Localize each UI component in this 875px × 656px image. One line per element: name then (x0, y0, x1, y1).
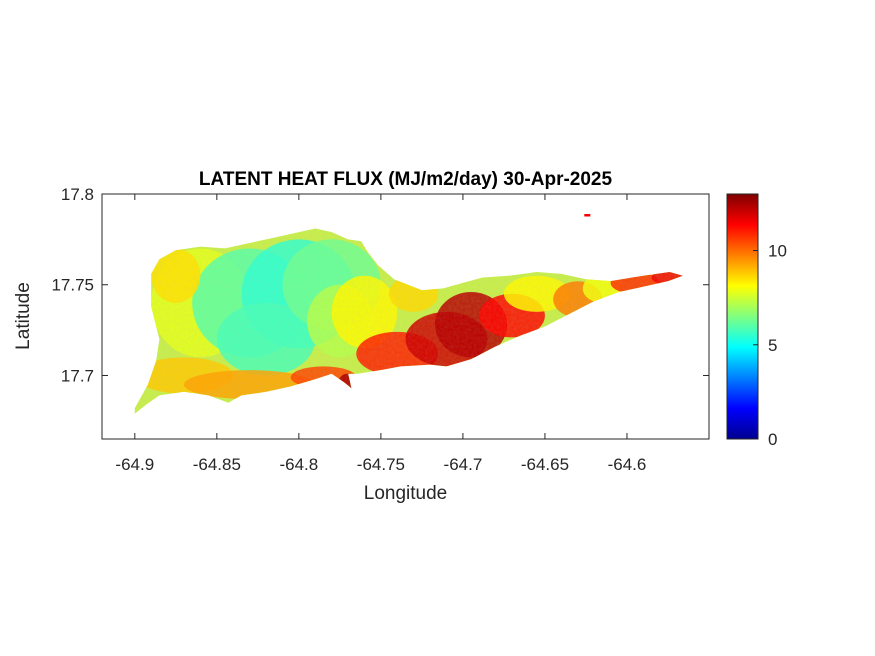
y-tick-label: 17.8 (61, 185, 94, 204)
chart-title: LATENT HEAT FLUX (MJ/m2/day) 30-Apr-2025 (199, 169, 613, 190)
colorbar-tick-label: 0 (768, 430, 777, 449)
x-tick-label: -64.65 (521, 455, 569, 474)
x-tick-label: -64.6 (608, 455, 647, 474)
x-tick-label: -64.75 (357, 455, 405, 474)
y-tick-label: 17.75 (51, 276, 94, 295)
x-axis: -64.9 -64.85 -64.8 -64.75 -64.7 -64.65 -64.6 (115, 194, 646, 474)
x-axis-label: Longitude (364, 483, 447, 504)
x-tick-label: -64.7 (444, 455, 483, 474)
plot-frame (101, 193, 710, 440)
colorbar-tick-label: 5 (768, 336, 777, 355)
x-tick-label: -64.9 (115, 455, 154, 474)
colorbar-ticks: 0 5 10 (753, 242, 787, 449)
x-tick-label: -64.85 (193, 455, 241, 474)
x-tick-label: -64.8 (279, 455, 318, 474)
y-axis: 17.7 17.75 17.8 (51, 185, 709, 385)
y-axis-label: Latitude (13, 282, 34, 350)
y-tick-label: 17.7 (61, 366, 94, 385)
colorbar-tick-label: 10 (768, 242, 787, 261)
colorbar (726, 193, 759, 440)
islet-cell (584, 214, 591, 217)
